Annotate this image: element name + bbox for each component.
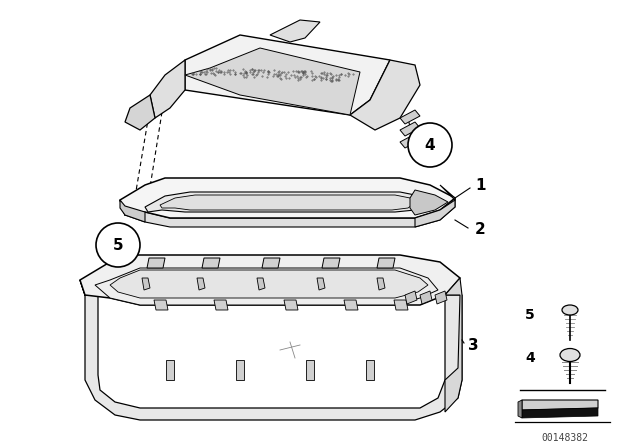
Text: 00148382: 00148382 xyxy=(541,433,589,443)
Polygon shape xyxy=(160,195,415,210)
Ellipse shape xyxy=(562,305,578,315)
Polygon shape xyxy=(317,278,325,290)
Polygon shape xyxy=(120,200,145,222)
Polygon shape xyxy=(197,278,205,290)
Text: 5: 5 xyxy=(113,237,124,253)
Text: 3: 3 xyxy=(468,337,479,353)
Polygon shape xyxy=(154,300,168,310)
Polygon shape xyxy=(445,278,462,412)
Circle shape xyxy=(408,123,452,167)
Polygon shape xyxy=(420,291,432,304)
Text: 2: 2 xyxy=(475,223,486,237)
Polygon shape xyxy=(522,408,598,418)
Polygon shape xyxy=(236,360,244,380)
Polygon shape xyxy=(80,280,462,420)
Polygon shape xyxy=(257,278,265,290)
Polygon shape xyxy=(214,300,228,310)
Polygon shape xyxy=(344,300,358,310)
Polygon shape xyxy=(284,300,298,310)
Polygon shape xyxy=(120,198,455,227)
Text: 4: 4 xyxy=(525,351,535,365)
Polygon shape xyxy=(405,291,417,304)
Polygon shape xyxy=(410,190,448,215)
Polygon shape xyxy=(202,258,220,268)
Polygon shape xyxy=(95,268,438,305)
Polygon shape xyxy=(366,360,374,380)
Text: 1: 1 xyxy=(475,177,486,193)
Polygon shape xyxy=(120,178,455,218)
Polygon shape xyxy=(142,278,150,290)
Polygon shape xyxy=(415,185,455,227)
Polygon shape xyxy=(110,270,428,298)
Polygon shape xyxy=(125,95,155,130)
Polygon shape xyxy=(322,258,340,268)
Ellipse shape xyxy=(560,349,580,362)
Text: 4: 4 xyxy=(425,138,435,152)
Polygon shape xyxy=(147,258,165,268)
Polygon shape xyxy=(377,258,395,268)
Polygon shape xyxy=(262,258,280,268)
Polygon shape xyxy=(270,20,320,42)
Polygon shape xyxy=(350,60,420,130)
Polygon shape xyxy=(80,255,460,305)
Polygon shape xyxy=(377,278,385,290)
Polygon shape xyxy=(522,400,598,410)
Polygon shape xyxy=(306,360,314,380)
Polygon shape xyxy=(145,192,430,212)
Polygon shape xyxy=(185,35,390,115)
Polygon shape xyxy=(150,60,185,118)
Text: 5: 5 xyxy=(525,308,535,322)
Circle shape xyxy=(96,223,140,267)
Polygon shape xyxy=(400,110,420,124)
Polygon shape xyxy=(166,360,174,380)
Polygon shape xyxy=(518,400,522,418)
Polygon shape xyxy=(185,48,360,115)
Polygon shape xyxy=(400,122,420,136)
Polygon shape xyxy=(400,134,420,148)
Polygon shape xyxy=(435,291,447,304)
Polygon shape xyxy=(394,300,408,310)
